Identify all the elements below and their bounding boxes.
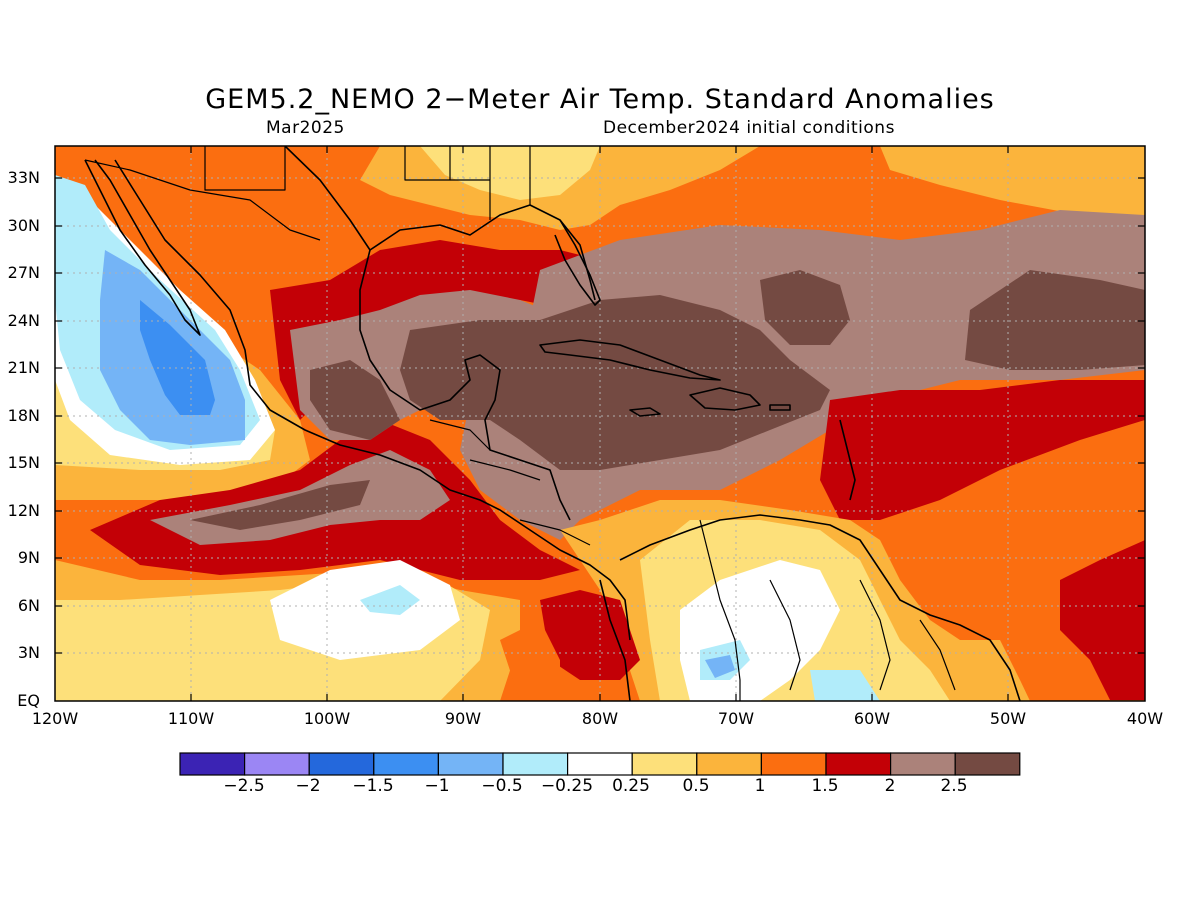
lat-label: 18N xyxy=(7,406,40,425)
colorbar-label: −0.25 xyxy=(540,776,594,796)
field-atlantic-red xyxy=(820,380,1145,520)
colorbar-label: −1 xyxy=(424,776,450,796)
lat-label: 12N xyxy=(7,501,40,520)
lat-label: 33N xyxy=(7,168,40,187)
field-atlantic-brown-1 xyxy=(760,270,850,345)
colorbar-label: 1 xyxy=(754,776,766,796)
colorbar-label: 0.5 xyxy=(682,776,710,796)
field-pacific-brown-small xyxy=(310,360,400,440)
colorbar-label: −1.5 xyxy=(352,776,394,796)
colorbar-swatch xyxy=(502,752,569,776)
lon-label: 70W xyxy=(717,709,755,728)
colorbar-label: −2 xyxy=(295,776,321,796)
lon-label: 120W xyxy=(31,709,79,728)
lat-label: 21N xyxy=(7,358,40,377)
colorbar-swatch xyxy=(244,752,310,776)
colorbar-label: −2.5 xyxy=(223,776,265,796)
lon-label: 50W xyxy=(989,709,1027,728)
lon-label: 100W xyxy=(303,709,351,728)
field-pacific-south-red xyxy=(540,590,640,680)
field-atlantic-brown-2 xyxy=(965,270,1145,370)
field-caribbean-brown xyxy=(400,295,830,470)
map-field xyxy=(55,146,1145,701)
colorbar-swatch xyxy=(825,752,892,776)
lat-label: 3N xyxy=(17,643,40,662)
field-sa-blue xyxy=(705,655,735,678)
colorbar-swatch xyxy=(889,752,956,776)
lat-label: 27N xyxy=(7,263,40,282)
lon-label: 80W xyxy=(581,709,619,728)
field-pacific-south-cyan xyxy=(360,585,420,615)
lat-label: 6N xyxy=(17,596,40,615)
colorbar-label: 0.25 xyxy=(612,776,650,796)
field-pacific-west-blue2 xyxy=(140,300,215,415)
field-atlantic-red-south xyxy=(1060,540,1145,700)
field-sa-cyan2 xyxy=(810,670,880,701)
lon-label: 90W xyxy=(444,709,482,728)
colorbar-swatch xyxy=(566,752,633,776)
colorbar-swatch xyxy=(760,752,827,776)
colorbar-label: −0.5 xyxy=(481,776,523,796)
lat-label: 30N xyxy=(7,216,40,235)
colorbar-label: 1.5 xyxy=(811,776,839,796)
colorbar-swatch xyxy=(437,752,504,776)
field-atlantic-north-light xyxy=(880,146,1145,230)
colorbar-swatch xyxy=(954,752,1021,776)
lon-label: 60W xyxy=(853,709,891,728)
field-gulf-red xyxy=(270,240,620,420)
colorbar-label: 2.5 xyxy=(940,776,968,796)
colorbar-swatch xyxy=(308,752,375,776)
colorbar-swatch xyxy=(696,752,762,776)
lat-label: 24N xyxy=(7,311,40,330)
field-etp-brown xyxy=(190,480,370,530)
coastlines xyxy=(84,146,1021,701)
initial-conditions: December2024 initial conditions xyxy=(603,118,895,138)
field-pacific-south-orange xyxy=(500,620,560,701)
grid-lines xyxy=(55,146,1145,701)
lon-label: 40W xyxy=(1126,709,1164,728)
field-se-us-lighter xyxy=(420,146,600,200)
lat-label: 9N xyxy=(17,548,40,567)
valid-month: Mar2025 xyxy=(266,118,345,138)
lat-label: EQ xyxy=(17,691,40,710)
colorbar-swatch xyxy=(179,752,246,776)
colorbar-swatch xyxy=(631,752,698,776)
axis-ticks xyxy=(55,146,1145,701)
lat-label: 15N xyxy=(7,453,40,472)
colorbar xyxy=(179,752,1021,776)
field-pacific-south-white xyxy=(270,560,460,660)
colorbar-label: 2 xyxy=(884,776,896,796)
colorbar-swatch xyxy=(373,752,439,776)
lon-label: 110W xyxy=(167,709,215,728)
map-title: GEM5.2_NEMO 2−Meter Air Temp. Standard A… xyxy=(205,84,995,115)
